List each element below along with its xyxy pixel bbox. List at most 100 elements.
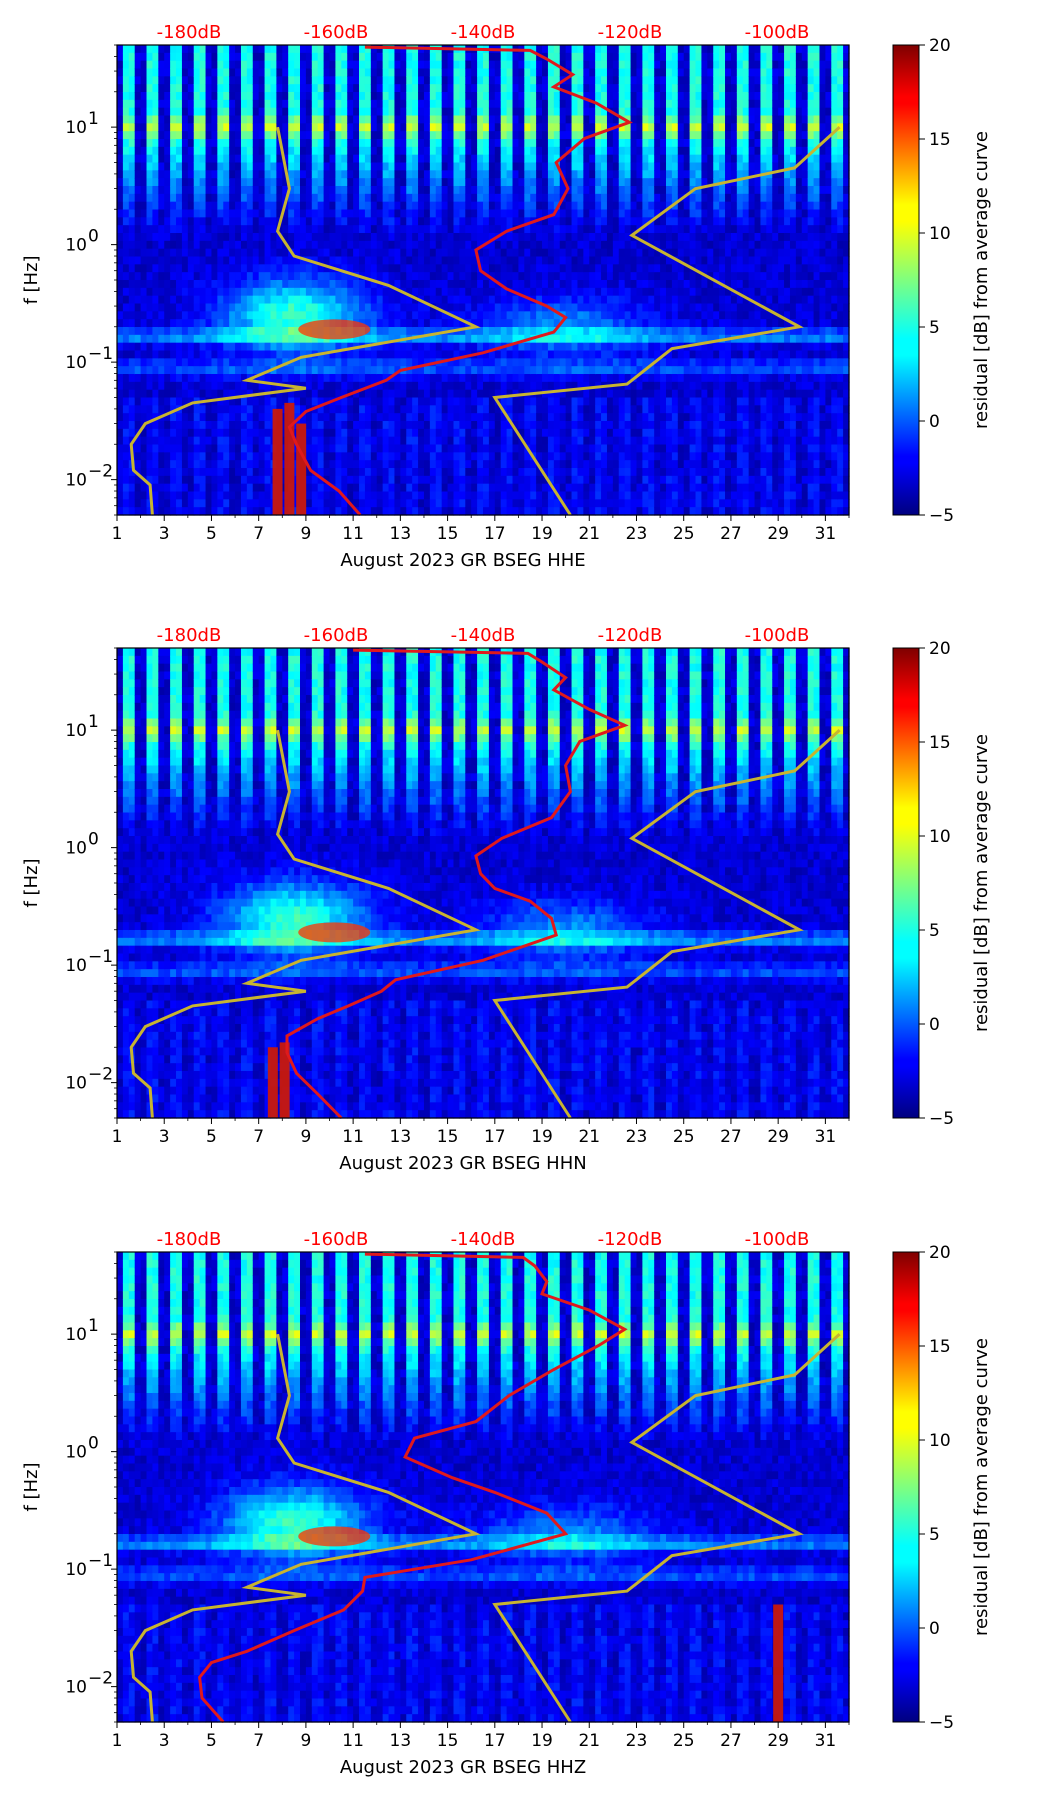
colorbar-tick-label: 15 [929, 1337, 951, 1357]
x-tick-label: 31 [815, 524, 837, 544]
x-tick-label: 13 [390, 1127, 412, 1147]
db-axis-label: -140dB [451, 22, 516, 43]
colorbar-tick-label: 5 [929, 1525, 940, 1545]
x-axis-label: August 2023 GR BSEG HHZ [340, 1757, 586, 1778]
db-axis-label: -140dB [451, 1229, 516, 1250]
colorbar-gradient [892, 44, 920, 516]
event-streak [279, 1042, 290, 1118]
y-tick-label: 10 [65, 236, 87, 256]
colorbar-tick-label: 15 [929, 733, 951, 753]
y-tick-exponent: 0 [88, 227, 99, 247]
y-tick-label: 10 [65, 1560, 87, 1580]
noise-model-line-high [492, 125, 841, 516]
db-axis-label: -180dB [157, 22, 222, 43]
y-tick-label: 10 [65, 1443, 87, 1463]
x-tick-label: 9 [300, 524, 311, 544]
db-axis-label: -100dB [745, 625, 810, 646]
colorbar-tick-label: 5 [929, 318, 940, 338]
x-tick-label: 17 [484, 1731, 506, 1751]
x-tick-label: 21 [578, 1731, 600, 1751]
x-tick-label: 7 [253, 1127, 264, 1147]
y-tick-exponent: 1 [88, 712, 99, 732]
x-tick-label: 5 [206, 1127, 217, 1147]
noise-model-line-high [492, 728, 841, 1119]
x-tick-label: 27 [720, 1731, 742, 1751]
heatmap-hhz [117, 1252, 850, 1723]
event-streak [267, 1047, 278, 1118]
y-tick-label: 10 [65, 1325, 87, 1345]
y-tick-label: 10 [65, 839, 87, 859]
db-axis-label: -100dB [745, 22, 810, 43]
x-tick-label: 1 [112, 1731, 123, 1751]
x-tick-label: 11 [342, 1127, 364, 1147]
y-tick-exponent: −2 [88, 462, 113, 482]
y-tick-exponent: 1 [88, 109, 99, 129]
x-tick-label: 31 [815, 1127, 837, 1147]
colorbar-tick-label: 10 [929, 224, 951, 244]
y-tick-label: 10 [65, 721, 87, 741]
x-tick-label: 7 [253, 1731, 264, 1751]
noise-model-line-low [129, 729, 481, 1119]
colorbar-tick-label: 20 [929, 1243, 951, 1263]
y-axis-label: f [Hz] [21, 255, 42, 304]
y-tick-label: 10 [65, 471, 87, 491]
psd-average-curve [287, 45, 633, 516]
x-tick-label: 17 [484, 1127, 506, 1147]
x-tick-label: 19 [531, 1731, 553, 1751]
x-tick-label: 23 [626, 524, 648, 544]
colorbar-tick-label: −5 [929, 506, 954, 526]
x-tick-label: 15 [437, 1127, 459, 1147]
db-axis-label: -120dB [598, 625, 663, 646]
event-streak [773, 1604, 784, 1722]
colorbar: −5 0 5 10 15 20 residual [dB] from average cur… [892, 36, 992, 526]
x-tick-label: 25 [673, 1731, 695, 1751]
colorbar-gradient [892, 1251, 920, 1723]
x-tick-label: 25 [673, 524, 695, 544]
x-tick-label: 29 [767, 1127, 789, 1147]
colorbar-tick-label: 0 [929, 1619, 940, 1639]
y-axis-label: f [Hz] [21, 858, 42, 907]
x-tick-label: 7 [253, 524, 264, 544]
x-tick-label: 13 [390, 524, 412, 544]
x-axis-label: August 2023 GR BSEG HHN [339, 1153, 586, 1174]
x-tick-label: 25 [673, 1127, 695, 1147]
colorbar-tick-label: 10 [929, 827, 951, 847]
heatmap-hhn [117, 648, 850, 1119]
x-tick-label: 1 [112, 524, 123, 544]
noise-model-line-low [129, 126, 481, 516]
noise-model-line-low [129, 1333, 481, 1723]
y-tick-label: 10 [65, 1074, 87, 1094]
psd-average-curve [198, 1252, 628, 1723]
heatmap-hhe [117, 45, 850, 516]
colorbar-tick-label: 0 [929, 1015, 940, 1035]
y-tick-label: 10 [65, 1678, 87, 1698]
x-tick-label: 21 [578, 1127, 600, 1147]
y-tick-label: 10 [65, 956, 87, 976]
colorbar-gradient [892, 647, 920, 1119]
colorbar-tick-label: 20 [929, 639, 951, 659]
db-axis-label: -180dB [157, 625, 222, 646]
x-tick-label: 29 [767, 524, 789, 544]
y-tick-exponent: −1 [88, 1551, 113, 1571]
colorbar-tick-label: 10 [929, 1431, 951, 1451]
db-axis-label: -140dB [451, 625, 516, 646]
x-tick-label: 19 [531, 524, 553, 544]
db-axis-label: -160dB [304, 625, 369, 646]
x-tick-label: 5 [206, 524, 217, 544]
x-tick-label: 5 [206, 1731, 217, 1751]
db-axis-label: -180dB [157, 1229, 222, 1250]
x-tick-label: 15 [437, 1731, 459, 1751]
colorbar-label: residual [dB] from average curve [971, 734, 992, 1032]
colorbar-label: residual [dB] from average curve [971, 1338, 992, 1636]
db-axis-label: -120dB [598, 22, 663, 43]
x-tick-label: 23 [626, 1731, 648, 1751]
x-tick-label: 17 [484, 524, 506, 544]
x-axis-label: August 2023 GR BSEG HHE [340, 550, 585, 571]
db-axis-label: -100dB [745, 1229, 810, 1250]
x-tick-label: 23 [626, 1127, 648, 1147]
colorbar-tick-label: 0 [929, 412, 940, 432]
colorbar-label: residual [dB] from average curve [971, 131, 992, 429]
